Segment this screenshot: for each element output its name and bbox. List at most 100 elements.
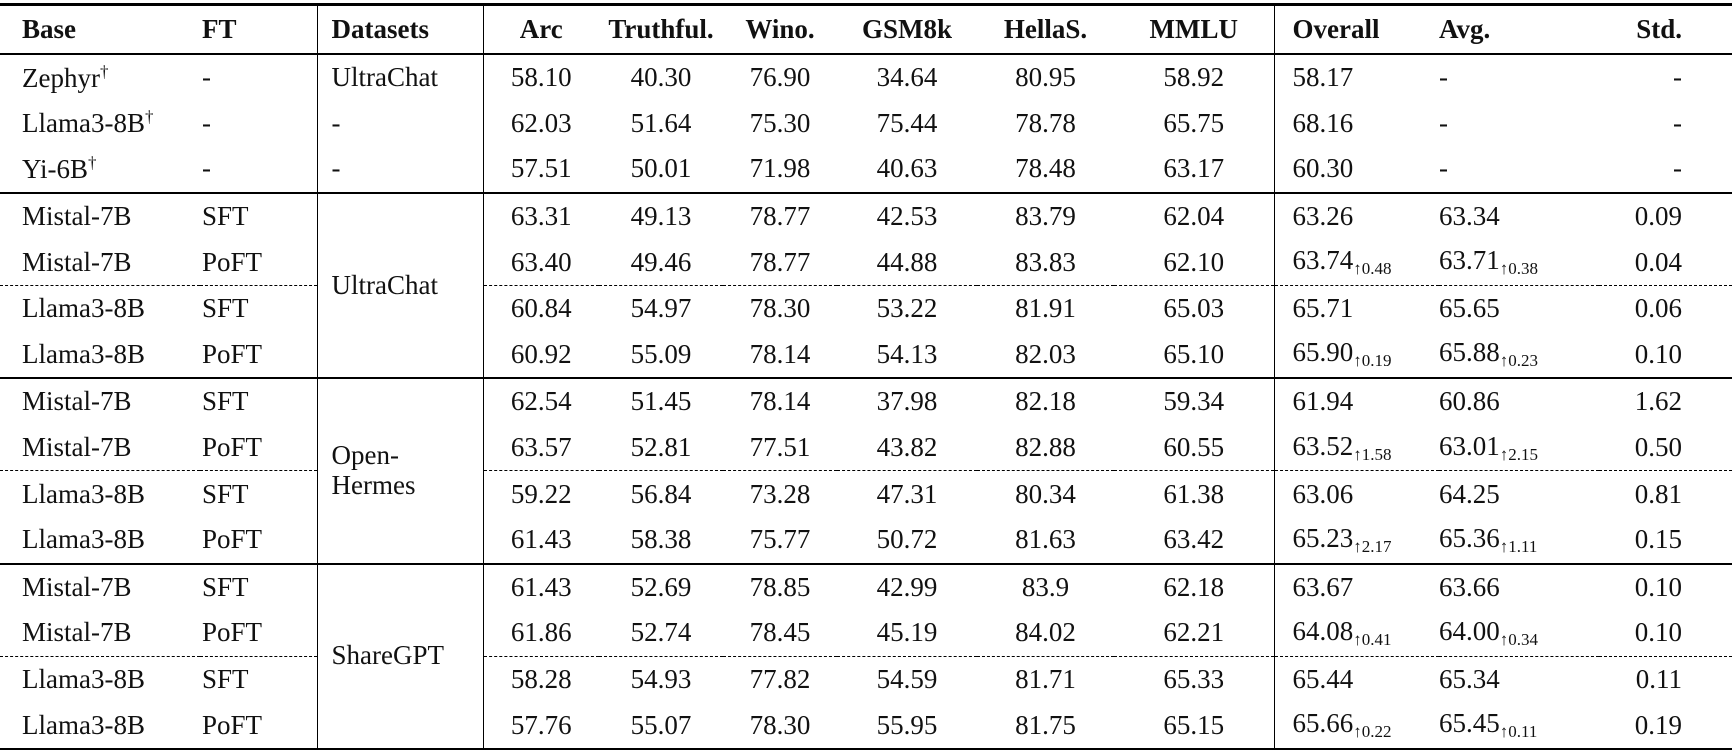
avg-value: 65.34	[1439, 664, 1500, 695]
score-arc: 61.43	[510, 524, 572, 555]
base-cell: Llama3-8B	[0, 702, 200, 749]
base-cell: Llama3-8B	[0, 470, 200, 517]
score-truthful: 56.84	[599, 470, 723, 517]
avg-delta: ↑0.11	[1499, 722, 1538, 742]
header-hellas: HellaS.	[1003, 14, 1088, 44]
avg-cell: 64.25	[1439, 470, 1599, 517]
table-row: Mistal-7B PoFT 63.57 52.81 77.51 43.82 82.88 60…	[0, 424, 1732, 471]
overall-value: 60.30	[1292, 153, 1354, 184]
avg-delta: ↑0.34	[1499, 629, 1538, 649]
header-overall: Overall	[1273, 4, 1439, 54]
score-arc: 63.31	[510, 201, 572, 232]
score-mmlu: 62.04	[1163, 201, 1225, 232]
score-wino: 77.82	[723, 655, 837, 703]
avg-cell: 63.34	[1439, 193, 1599, 240]
overall-value: 65.66	[1292, 708, 1354, 739]
std-cell: 0.10	[1634, 338, 1682, 369]
ft-cell: PoFT	[202, 246, 263, 277]
overall-value: 64.08	[1292, 615, 1354, 646]
score-hellas: 81.71	[977, 655, 1114, 703]
base-name: Llama3-8B	[22, 338, 145, 369]
avg-delta: ↑0.38	[1499, 259, 1538, 279]
score-truthful: 54.93	[599, 655, 723, 703]
score-hellas: 83.79	[1015, 201, 1076, 232]
score-mmlu: 62.21	[1163, 617, 1225, 648]
base-name: Yi-6B	[22, 153, 89, 184]
std-cell: 0.11	[1599, 655, 1732, 703]
overall-delta: ↑1.58	[1353, 444, 1392, 464]
table-row: Yi-6B† - -57.51 50.01 71.98 40.63 78.48 63.17 60…	[0, 146, 1732, 193]
dagger-mark: †	[99, 61, 109, 81]
avg-value: 65.36	[1439, 522, 1500, 553]
score-mmlu: 62.10	[1163, 246, 1225, 277]
score-wino: 78.14	[749, 338, 811, 369]
overall-value: 65.71	[1292, 293, 1354, 324]
table-row: Llama3-8B SFT 58.28 54.93 77.82 54.59 81.71 65.…	[0, 655, 1732, 703]
ft-cell: PoFT	[202, 524, 263, 555]
score-truthful: 55.07	[630, 709, 692, 740]
score-hellas: 81.63	[1015, 524, 1076, 555]
std-cell: 0.09	[1634, 201, 1682, 232]
score-truthful: 49.46	[630, 246, 692, 277]
base-cell: Mistal-7B	[0, 193, 200, 240]
score-gsm8k: 40.63	[876, 153, 938, 184]
avg-cell: 63.66	[1439, 564, 1599, 611]
std-cell: 0.06	[1599, 284, 1732, 332]
avg-value: 60.86	[1439, 386, 1500, 417]
ft-cell: PoFT	[202, 709, 263, 740]
base-name: Llama3-8B	[22, 478, 145, 509]
score-arc: 57.76	[510, 709, 572, 740]
score-mmlu: 65.33	[1114, 655, 1274, 703]
ft-cell: SFT	[202, 201, 249, 232]
header-datasets: Datasets	[316, 4, 484, 54]
score-gsm8k: 75.44	[876, 107, 938, 138]
avg-value: 65.45	[1439, 708, 1500, 739]
header-truthful: Truthful.	[608, 14, 714, 44]
header-ft: FT	[202, 14, 237, 44]
overall-delta: ↑0.48	[1353, 259, 1392, 279]
avg-cell: -	[1439, 54, 1599, 101]
score-hellas: 80.34	[977, 470, 1114, 517]
avg-cell: 65.36↑1.11	[1439, 517, 1599, 564]
overall-cell: 65.71	[1273, 284, 1439, 332]
base-name: Llama3-8B	[22, 709, 145, 740]
base-name: Zephyr	[22, 62, 100, 93]
overall-cell: 63.52↑1.58	[1273, 424, 1439, 471]
std-cell: 0.10	[1634, 571, 1682, 602]
std-cell: 0.10	[1634, 617, 1682, 648]
base-name: Mistal-7B	[22, 617, 132, 648]
score-arc: 57.51	[510, 153, 572, 184]
dataset-group: Mistal-7B SFT UltraChat 63.31 49.13 78.77 42.5…	[0, 192, 1732, 379]
overall-value: 58.17	[1292, 62, 1354, 93]
score-truthful: 55.09	[630, 338, 692, 369]
score-mmlu: 62.18	[1163, 571, 1225, 602]
score-wino: 78.30	[749, 709, 811, 740]
avg-cell: 60.86	[1439, 378, 1599, 425]
score-mmlu: 59.34	[1163, 386, 1225, 417]
dataset-cell: Open- Hermes	[316, 378, 484, 564]
base-cell: Mistal-7B	[0, 425, 200, 471]
avg-cell: 65.88↑0.23	[1439, 332, 1599, 379]
header-std: Std.	[1636, 14, 1682, 44]
score-arc: 58.28	[483, 655, 599, 703]
avg-value: 63.71	[1439, 245, 1500, 276]
overall-cell: 63.67	[1273, 563, 1439, 611]
score-wino: 73.28	[723, 470, 837, 517]
dataset-cell: -	[316, 100, 484, 147]
dataset-cell: UltraChat	[316, 54, 484, 101]
score-wino: 75.77	[749, 524, 811, 555]
std-cell: 1.62	[1634, 386, 1682, 417]
dataset-label-line: Open-	[331, 440, 399, 471]
std-cell: 0.04	[1634, 246, 1682, 277]
overall-delta: ↑0.22	[1353, 722, 1392, 742]
header-base: Base	[22, 14, 76, 44]
score-wino: 76.90	[749, 62, 811, 93]
avg-value: 64.00	[1439, 615, 1500, 646]
header-wino: Wino.	[745, 14, 815, 44]
score-arc: 63.57	[510, 432, 572, 463]
base-cell: Llama3-8B	[0, 655, 200, 703]
score-truthful: 49.13	[630, 201, 692, 232]
base-cell: Mistal-7B	[0, 378, 200, 425]
score-arc: 58.10	[510, 62, 572, 93]
ft-cell: SFT	[202, 571, 249, 602]
